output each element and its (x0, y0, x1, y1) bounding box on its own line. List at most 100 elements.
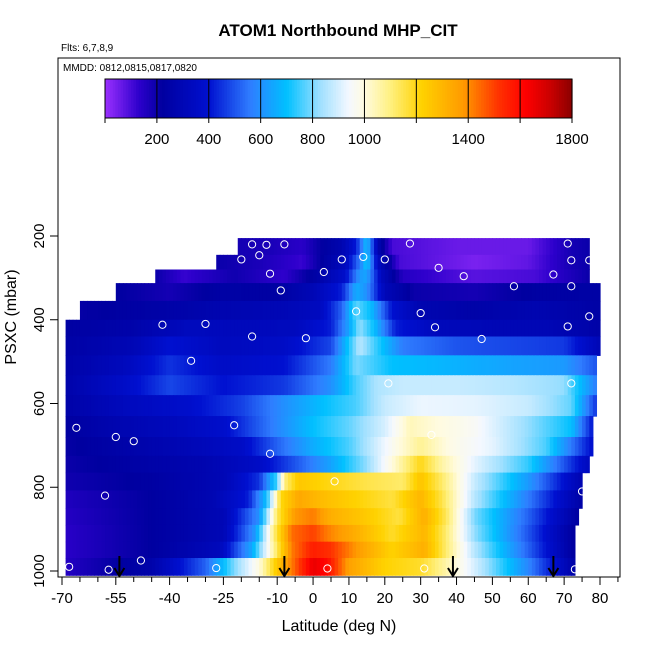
colorbar-segment (488, 79, 493, 118)
heatmap-cell (478, 395, 483, 417)
heatmap-cell (485, 355, 490, 376)
colorbar-segment (400, 79, 404, 118)
heatmap-cell (334, 558, 339, 576)
heatmap-cell (90, 541, 95, 559)
heatmap-cell (556, 375, 562, 396)
heatmap-cell (363, 238, 368, 256)
heatmap-cell (413, 375, 418, 396)
heatmap-cell (287, 490, 293, 509)
heatmap-cell (90, 375, 95, 396)
heatmap-cell (148, 490, 153, 509)
heatmap-cell (549, 490, 554, 509)
heatmap-cell (535, 472, 540, 491)
heatmap-cell (427, 300, 433, 321)
heatmap-cell (273, 319, 278, 338)
heatmap-cell (524, 300, 529, 321)
heatmap-cell (431, 472, 436, 491)
heatmap-cell (262, 524, 268, 543)
heatmap-cell (381, 319, 386, 338)
heatmap-cell (69, 524, 74, 543)
heatmap-cell (166, 319, 171, 338)
heatmap-cell (470, 472, 476, 491)
heatmap-cell (155, 375, 160, 396)
heatmap-cell (295, 269, 300, 284)
heatmap-cell (348, 336, 354, 356)
heatmap-cell (112, 336, 117, 356)
heatmap-cell (295, 395, 300, 417)
heatmap-cell (363, 508, 368, 526)
heatmap-cell (280, 355, 285, 376)
heatmap-cell (445, 254, 450, 271)
heatmap-cell (237, 437, 242, 457)
heatmap-cell (495, 472, 501, 491)
heatmap-cell (553, 336, 558, 356)
heatmap-cell (130, 455, 135, 474)
observation-point (158, 320, 167, 329)
heatmap-cell (417, 283, 422, 302)
heatmap-cell (183, 472, 189, 491)
heatmap-cell (183, 269, 189, 284)
heatmap-cell (112, 490, 117, 509)
heatmap-cell (417, 300, 422, 321)
heatmap-cell (130, 395, 135, 417)
heatmap-cell (553, 558, 558, 576)
heatmap-cell (417, 437, 422, 457)
heatmap-cell (187, 437, 192, 457)
heatmap-cell (420, 283, 425, 302)
heatmap-cell (237, 336, 242, 356)
heatmap-cell (463, 395, 468, 417)
heatmap-cell (420, 336, 425, 356)
heatmap-cell (191, 437, 196, 457)
heatmap-cell (549, 336, 554, 356)
heatmap-cell (402, 416, 407, 438)
heatmap-cell (119, 508, 124, 526)
heatmap-cell (467, 558, 472, 576)
heatmap-cell (564, 300, 569, 321)
heatmap-cell (79, 416, 85, 438)
heatmap-cell (546, 319, 551, 338)
heatmap-cell (427, 541, 433, 559)
heatmap-cell (399, 300, 404, 321)
heatmap-cell (230, 455, 235, 474)
heatmap-cell (567, 416, 572, 438)
colorbar-segment (200, 79, 205, 118)
heatmap-cell (381, 455, 386, 474)
heatmap-cell (449, 395, 454, 417)
heatmap-cell (280, 524, 285, 543)
colorbar-segment (208, 79, 212, 118)
heatmap-cell (137, 524, 142, 543)
heatmap-cell (151, 375, 156, 396)
heatmap-cell (456, 558, 461, 576)
heatmap-cell (209, 283, 214, 302)
heatmap-cell (359, 472, 364, 491)
heatmap-cell (395, 336, 400, 356)
heatmap-cell (205, 490, 210, 509)
heatmap-cell (226, 355, 232, 376)
heatmap-cell (216, 524, 221, 543)
heatmap-cell (524, 395, 529, 417)
heatmap-cell (219, 300, 224, 321)
heatmap-cell (359, 355, 364, 376)
heatmap-cell (201, 319, 207, 338)
heatmap-cell (302, 269, 307, 284)
heatmap-cell (467, 524, 472, 543)
heatmap-cell (259, 254, 264, 271)
heatmap-cell (438, 455, 443, 474)
heatmap-cell (234, 300, 239, 321)
heatmap-cell (223, 558, 228, 576)
heatmap-cell (309, 238, 314, 256)
heatmap-cell (334, 254, 339, 271)
heatmap-cell (270, 355, 275, 376)
heatmap-cell (119, 455, 124, 474)
heatmap-cell (101, 319, 106, 338)
heatmap-cell (388, 336, 393, 356)
heatmap-cell (201, 508, 207, 526)
heatmap-cell (531, 336, 537, 356)
heatmap-cell (495, 375, 501, 396)
heatmap-cell (388, 319, 393, 338)
heatmap-cell (97, 395, 103, 417)
heatmap-cell (226, 524, 232, 543)
heatmap-cell (474, 524, 479, 543)
heatmap-cell (327, 254, 332, 271)
heatmap-cell (112, 508, 117, 526)
